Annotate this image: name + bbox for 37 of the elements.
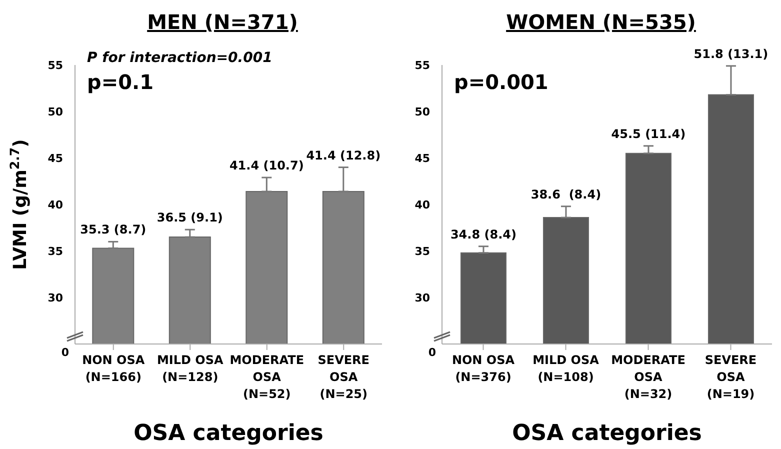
y-tick-label: 45 <box>48 152 63 165</box>
x-tick-label: NON OSA (N=376) <box>452 353 516 384</box>
text: 0 <box>427 346 436 359</box>
x-tick-label: MODERATE OSA (N=32) <box>611 353 686 401</box>
y-tick-label: 55 <box>48 59 63 72</box>
y-tick-label: 30 <box>414 292 430 304</box>
y-tick-label: 40 <box>48 198 64 212</box>
y-tick-label: 35 <box>48 245 63 258</box>
x-tick-label: MILD OSA (N=108) <box>532 353 600 384</box>
data-label: 35.3 (8.7) <box>80 222 146 237</box>
y-tick-label: 45 <box>414 152 430 165</box>
x-tick-label: NON OSA (N=166) <box>82 353 146 384</box>
y-tick-label: 35 <box>414 245 430 258</box>
x-axis-title: OSA categories <box>512 421 702 446</box>
x-axis-title: OSA categories <box>134 421 324 446</box>
data-label: 36.5 (9.1) <box>156 210 223 225</box>
y-tick-label: 50 <box>48 106 64 118</box>
chart-title: MEN (N=371) <box>146 9 299 36</box>
annotation: p=0.1 <box>87 70 154 94</box>
data-label: 45.5 (11.4) <box>611 126 686 141</box>
y-tick-label: 30 <box>48 292 64 304</box>
data-label: 41.4 (10.7) <box>229 158 304 173</box>
x-tick-label: MODERATE OSA (N=52) <box>230 353 304 401</box>
text: 0 <box>60 346 69 359</box>
x-tick-label: SEVERE OSA (N=19) <box>704 353 757 401</box>
data-label: 41.4 (12.8) <box>306 148 381 162</box>
y-tick-label: 55 <box>414 59 430 72</box>
data-label: 34.8 (8.4) <box>450 227 516 242</box>
annotation: p=0.001 <box>454 70 548 94</box>
data-label: 38.6 (8.4) <box>530 187 602 202</box>
y-tick-label: 40 <box>414 198 430 212</box>
annotation: P for interaction=0.001 <box>87 50 272 66</box>
chart-title: WOMEN (N=535) <box>505 9 697 36</box>
x-tick-label: SEVERE OSA (N=25) <box>318 353 370 401</box>
y-tick-label: 50 <box>414 106 430 118</box>
x-tick-label: MILD OSA (N=128) <box>156 353 224 384</box>
data-label: 51.8 (13.1) <box>694 46 768 61</box>
